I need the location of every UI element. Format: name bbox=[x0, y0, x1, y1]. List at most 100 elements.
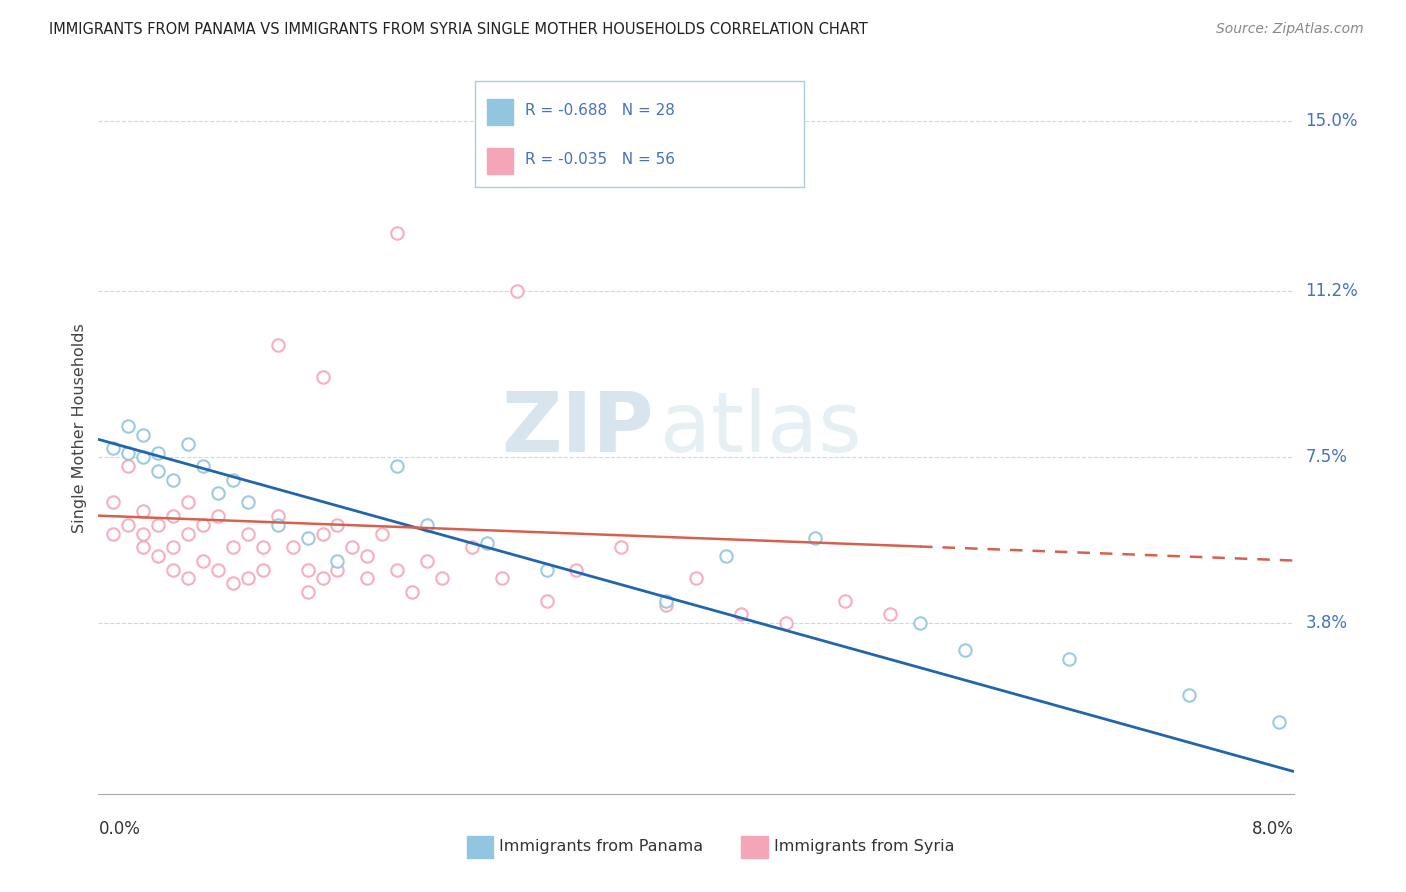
Point bbox=[385, 459, 409, 474]
Point bbox=[430, 572, 453, 586]
Text: R = -0.688   N = 28: R = -0.688 N = 28 bbox=[524, 103, 675, 118]
Point bbox=[655, 599, 678, 613]
Point bbox=[162, 508, 184, 523]
Point bbox=[730, 607, 752, 622]
Point bbox=[177, 495, 200, 509]
Point bbox=[132, 540, 155, 554]
Point bbox=[775, 616, 797, 631]
Point bbox=[103, 495, 125, 509]
Point bbox=[385, 226, 409, 240]
Text: 7.5%: 7.5% bbox=[1306, 449, 1347, 467]
Text: R = -0.035   N = 56: R = -0.035 N = 56 bbox=[524, 152, 675, 167]
Text: 3.8%: 3.8% bbox=[1306, 615, 1347, 632]
Point bbox=[326, 517, 349, 532]
Point bbox=[148, 446, 170, 460]
Point bbox=[207, 486, 229, 500]
Point bbox=[132, 450, 155, 465]
Point bbox=[416, 553, 439, 567]
Point bbox=[356, 572, 378, 586]
Point bbox=[536, 562, 558, 576]
Point bbox=[461, 540, 484, 554]
Text: 8.0%: 8.0% bbox=[1251, 820, 1294, 838]
Point bbox=[311, 572, 333, 586]
Point bbox=[371, 526, 394, 541]
Point bbox=[177, 572, 200, 586]
Point bbox=[804, 531, 827, 545]
Point bbox=[610, 540, 633, 554]
Point bbox=[236, 495, 259, 509]
Point bbox=[148, 549, 170, 563]
Point bbox=[326, 562, 349, 576]
Text: IMMIGRANTS FROM PANAMA VS IMMIGRANTS FROM SYRIA SINGLE MOTHER HOUSEHOLDS CORRELA: IMMIGRANTS FROM PANAMA VS IMMIGRANTS FRO… bbox=[49, 22, 868, 37]
Point bbox=[222, 576, 245, 591]
Bar bbox=[467, 836, 494, 857]
Point bbox=[191, 517, 214, 532]
Point bbox=[222, 540, 245, 554]
Point bbox=[565, 562, 588, 576]
FancyBboxPatch shape bbox=[475, 81, 804, 186]
Point bbox=[103, 526, 125, 541]
Text: Source: ZipAtlas.com: Source: ZipAtlas.com bbox=[1216, 22, 1364, 37]
Point bbox=[236, 526, 259, 541]
Point bbox=[252, 562, 274, 576]
Point bbox=[356, 549, 378, 563]
Point bbox=[1059, 652, 1081, 666]
Point bbox=[953, 643, 976, 657]
Point bbox=[416, 517, 439, 532]
Point bbox=[536, 594, 558, 608]
Point bbox=[132, 526, 155, 541]
Point bbox=[281, 540, 304, 554]
Point bbox=[177, 437, 200, 451]
Point bbox=[177, 526, 200, 541]
Point bbox=[103, 442, 125, 456]
Point bbox=[297, 585, 319, 599]
Point bbox=[714, 549, 737, 563]
Point bbox=[191, 459, 214, 474]
Bar bbox=[486, 148, 513, 174]
Point bbox=[834, 594, 856, 608]
Point bbox=[236, 572, 259, 586]
Point bbox=[908, 616, 931, 631]
Point bbox=[162, 562, 184, 576]
Point bbox=[475, 535, 498, 549]
Point bbox=[222, 473, 245, 487]
Bar bbox=[486, 99, 513, 125]
Point bbox=[117, 517, 139, 532]
Point bbox=[207, 508, 229, 523]
Point bbox=[401, 585, 423, 599]
Text: 0.0%: 0.0% bbox=[98, 820, 141, 838]
Bar bbox=[741, 836, 768, 857]
Point bbox=[267, 338, 290, 352]
Point bbox=[252, 540, 274, 554]
Point bbox=[191, 553, 214, 567]
Point bbox=[207, 562, 229, 576]
Point bbox=[267, 517, 290, 532]
Point bbox=[385, 562, 409, 576]
Point bbox=[685, 572, 707, 586]
Point bbox=[491, 572, 513, 586]
Point bbox=[148, 464, 170, 478]
Point bbox=[148, 517, 170, 532]
Point bbox=[117, 446, 139, 460]
Point bbox=[342, 540, 364, 554]
Point bbox=[117, 459, 139, 474]
Point bbox=[506, 285, 529, 299]
Point bbox=[311, 526, 333, 541]
Point bbox=[297, 531, 319, 545]
Point bbox=[297, 562, 319, 576]
Point bbox=[879, 607, 901, 622]
Y-axis label: Single Mother Households: Single Mother Households bbox=[72, 323, 87, 533]
Text: atlas: atlas bbox=[661, 388, 862, 468]
Text: 15.0%: 15.0% bbox=[1306, 112, 1358, 129]
Text: 11.2%: 11.2% bbox=[1306, 282, 1358, 301]
Text: Immigrants from Panama: Immigrants from Panama bbox=[499, 839, 703, 854]
Point bbox=[117, 418, 139, 433]
Point bbox=[311, 369, 333, 384]
Point bbox=[1267, 715, 1289, 730]
Point bbox=[132, 504, 155, 518]
Text: Immigrants from Syria: Immigrants from Syria bbox=[773, 839, 955, 854]
Point bbox=[326, 553, 349, 567]
Point bbox=[132, 428, 155, 442]
Point bbox=[1178, 688, 1201, 702]
Point bbox=[267, 508, 290, 523]
